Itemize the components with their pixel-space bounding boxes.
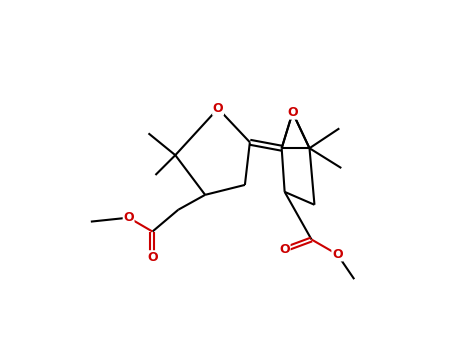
Text: O: O [332, 248, 343, 261]
Text: O: O [147, 251, 158, 264]
Text: O: O [279, 243, 290, 256]
Text: O: O [123, 211, 134, 224]
Text: O: O [213, 102, 223, 115]
Text: O: O [287, 106, 298, 119]
